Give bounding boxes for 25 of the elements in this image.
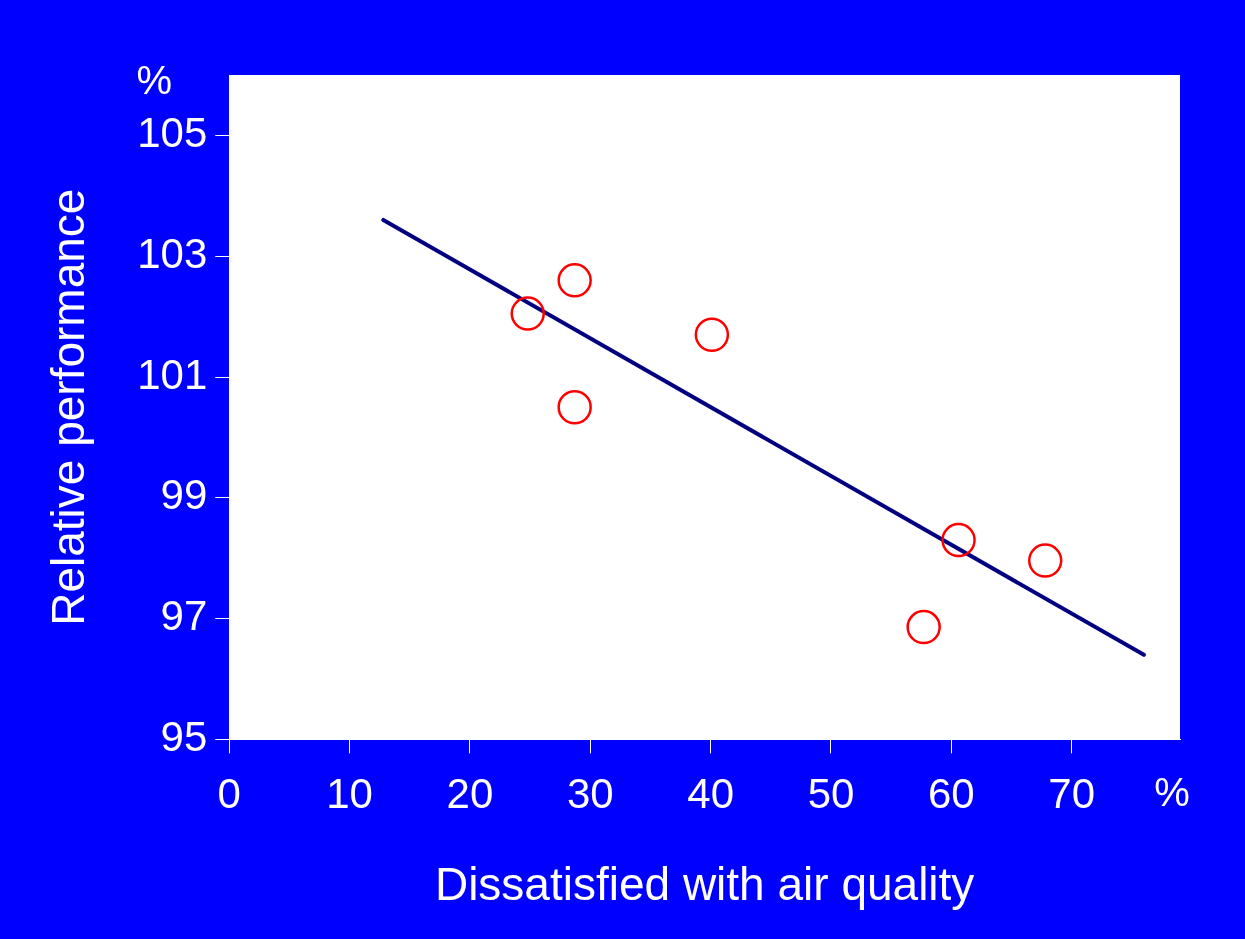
point <box>694 317 730 352</box>
x-tick-label: 70 <box>1048 770 1096 818</box>
x-tick-label: 0 <box>217 770 241 818</box>
y-tick-label: 99 <box>160 471 208 519</box>
x-tick-label: 40 <box>687 770 735 818</box>
x-tick-label: 30 <box>566 770 614 818</box>
point <box>1027 543 1063 578</box>
y-axis-title: Relative performance <box>42 188 95 626</box>
x-tick-label: 50 <box>807 770 855 818</box>
point <box>510 296 545 331</box>
y-tick-label: 103 <box>137 229 208 277</box>
x-axis-title: Dissatisfied with air quality <box>434 858 975 911</box>
y-tick-label: 95 <box>160 712 208 760</box>
text: % <box>1154 770 1190 815</box>
point <box>906 609 941 645</box>
y-tick-label: 105 <box>137 108 208 156</box>
y-tick-label: 101 <box>137 350 208 398</box>
point <box>941 522 976 558</box>
x-tick-label: 10 <box>326 770 373 818</box>
x-tick-label: 20 <box>446 770 494 818</box>
text: % <box>136 58 173 103</box>
y-tick-label: 97 <box>160 592 208 640</box>
point <box>557 389 592 425</box>
x-tick-label: 60 <box>927 770 975 818</box>
point <box>557 263 592 298</box>
